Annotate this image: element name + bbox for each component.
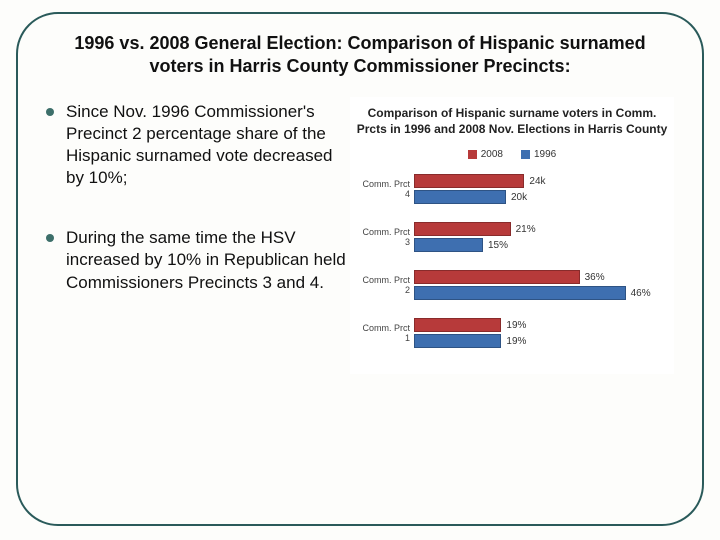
chart-area: Comm. Prct 424k20kComm. Prct 321%15%Comm… — [356, 174, 668, 348]
chart-bar-value: 19% — [506, 336, 526, 347]
chart-bar-value: 15% — [488, 240, 508, 251]
legend-item: 2008 — [468, 149, 503, 160]
chart-panel: Comparison of Hispanic surname voters in… — [350, 97, 674, 374]
content-row: Since Nov. 1996 Commissioner's Precinct … — [46, 97, 674, 374]
chart-bar-row: 15% — [414, 238, 660, 252]
slide-frame: 1996 vs. 2008 General Election: Comparis… — [16, 12, 704, 526]
chart-bar-row: 46% — [414, 286, 660, 300]
chart-title: Comparison of Hispanic surname voters in… — [356, 105, 668, 137]
chart-bar-value: 19% — [506, 320, 526, 331]
chart-bar — [414, 334, 501, 348]
chart-bar — [414, 318, 501, 332]
chart-category-label: Comm. Prct 4 — [356, 179, 410, 199]
bullet-text: Since Nov. 1996 Commissioner's Precinct … — [66, 101, 346, 189]
chart-bar — [414, 190, 506, 204]
legend-swatch-icon — [521, 150, 530, 159]
legend-item: 1996 — [521, 149, 556, 160]
chart-bar — [414, 222, 511, 236]
chart-bar-row: 20k — [414, 190, 660, 204]
chart-category-label: Comm. Prct 1 — [356, 323, 410, 343]
chart-bar-value: 46% — [631, 288, 651, 299]
chart-category-group: Comm. Prct 119%19% — [414, 318, 660, 348]
bullet-item: During the same time the HSV increased b… — [46, 227, 346, 293]
legend-label: 1996 — [534, 149, 556, 160]
chart-category-group: Comm. Prct 424k20k — [414, 174, 660, 204]
chart-legend: 2008 1996 — [356, 149, 668, 160]
chart-bar-value: 21% — [516, 224, 536, 235]
chart-category-group: Comm. Prct 321%15% — [414, 222, 660, 252]
legend-label: 2008 — [481, 149, 503, 160]
chart-category-label: Comm. Prct 2 — [356, 275, 410, 295]
chart-category-group: Comm. Prct 236%46% — [414, 270, 660, 300]
slide-title: 1996 vs. 2008 General Election: Comparis… — [46, 32, 674, 77]
legend-swatch-icon — [468, 150, 477, 159]
chart-bar-row: 24k — [414, 174, 660, 188]
chart-bar-value: 20k — [511, 192, 527, 203]
chart-bar-row: 19% — [414, 334, 660, 348]
bullet-dot-icon — [46, 108, 54, 116]
chart-bar — [414, 238, 483, 252]
chart-bar — [414, 174, 524, 188]
chart-bar-value: 36% — [585, 272, 605, 283]
bullet-item: Since Nov. 1996 Commissioner's Precinct … — [46, 101, 346, 189]
chart-category-label: Comm. Prct 3 — [356, 227, 410, 247]
bullet-dot-icon — [46, 234, 54, 242]
chart-bar — [414, 270, 580, 284]
chart-bar-row: 21% — [414, 222, 660, 236]
chart-bar-row: 36% — [414, 270, 660, 284]
chart-bar — [414, 286, 626, 300]
chart-bar-row: 19% — [414, 318, 660, 332]
bullet-list: Since Nov. 1996 Commissioner's Precinct … — [46, 97, 346, 332]
bullet-text: During the same time the HSV increased b… — [66, 227, 346, 293]
chart-bar-value: 24k — [529, 176, 545, 187]
